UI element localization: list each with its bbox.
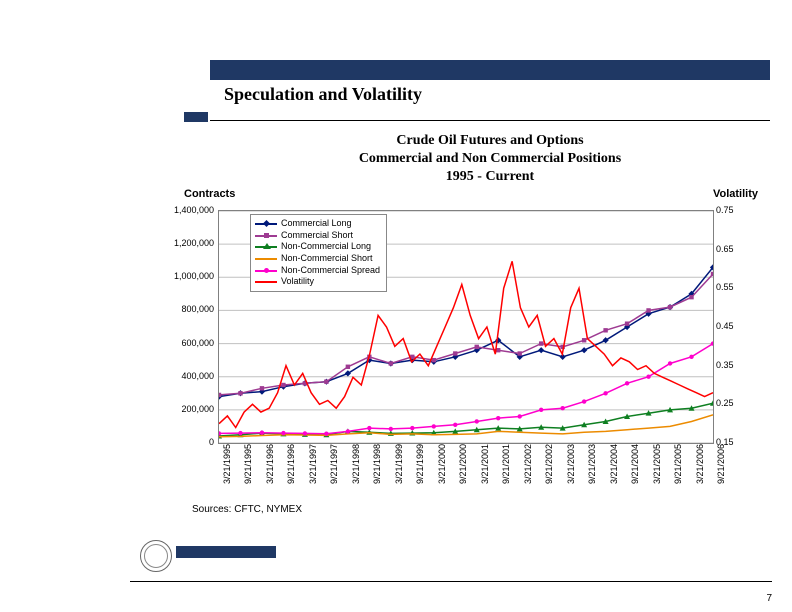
legend-label: Non-Commercial Long (281, 241, 371, 253)
legend-item: Non-Commercial Short (255, 253, 380, 265)
subtitle-block: Crude Oil Futures and Options Commercial… (210, 132, 770, 187)
legend-swatch (255, 231, 277, 241)
y-left-tick: 600,000 (164, 338, 214, 348)
x-tick: 9/21/1996 (286, 444, 296, 500)
y-left-tick: 1,000,000 (164, 271, 214, 281)
x-tick: 3/21/1996 (265, 444, 275, 500)
x-tick: 3/21/1999 (394, 444, 404, 500)
x-tick: 9/21/2000 (458, 444, 468, 500)
legend: Commercial LongCommercial ShortNon-Comme… (250, 214, 387, 292)
footer-rule (130, 581, 772, 582)
y-left-tick: 1,400,000 (164, 205, 214, 215)
x-tick: 9/21/1997 (329, 444, 339, 500)
legend-swatch (255, 254, 277, 264)
legend-item: Non-Commercial Spread (255, 265, 380, 277)
title-bar (210, 60, 770, 80)
legend-swatch (255, 242, 277, 252)
x-tick: 9/21/1999 (415, 444, 425, 500)
chart-container: Contracts Volatility Commercial LongComm… (160, 188, 760, 508)
y-left-tick: 200,000 (164, 404, 214, 414)
x-tick: 3/21/1998 (351, 444, 361, 500)
legend-item: Volatility (255, 276, 380, 288)
page-number: 7 (766, 593, 772, 604)
legend-label: Commercial Long (281, 218, 352, 230)
x-tick: 9/21/2004 (630, 444, 640, 500)
y-left-tick: 800,000 (164, 304, 214, 314)
x-tick: 9/21/2005 (673, 444, 683, 500)
x-tick: 9/21/2003 (587, 444, 597, 500)
legend-item: Non-Commercial Long (255, 241, 380, 253)
legend-swatch (255, 266, 277, 276)
y-right-tick: 0.35 (716, 360, 756, 370)
y-right-tick: 0.75 (716, 205, 756, 215)
legend-item: Commercial Long (255, 218, 380, 230)
x-tick: 3/21/2006 (695, 444, 705, 500)
x-tick: 3/21/1995 (222, 444, 232, 500)
x-tick: 9/21/1995 (243, 444, 253, 500)
legend-swatch (255, 219, 277, 229)
y-axis-left-title: Contracts (184, 188, 235, 200)
legend-label: Commercial Short (281, 230, 353, 242)
x-tick: 3/21/2001 (480, 444, 490, 500)
title-side-box (184, 112, 208, 122)
x-tick: 3/21/1997 (308, 444, 318, 500)
sources-label: Sources: CFTC, NYMEX (192, 504, 302, 515)
x-tick: 9/21/2001 (501, 444, 511, 500)
legend-item: Commercial Short (255, 230, 380, 242)
y-right-tick: 0.45 (716, 321, 756, 331)
y-right-tick: 0.25 (716, 398, 756, 408)
slide: Speculation and Volatility Crude Oil Fut… (0, 0, 792, 612)
x-tick: 9/21/2006 (716, 444, 726, 500)
y-left-tick: 400,000 (164, 371, 214, 381)
y-left-tick: 0 (164, 437, 214, 447)
x-tick: 3/21/2000 (437, 444, 447, 500)
subtitle-line-1: Crude Oil Futures and Options (210, 132, 770, 150)
x-tick: 3/21/2005 (652, 444, 662, 500)
seal-icon (140, 540, 172, 572)
page-title: Speculation and Volatility (224, 84, 422, 105)
subtitle-line-3: 1995 - Current (210, 168, 770, 186)
subtitle-line-2: Commercial and Non Commercial Positions (210, 150, 770, 168)
x-tick: 9/21/1998 (372, 444, 382, 500)
y-left-tick: 1,200,000 (164, 238, 214, 248)
legend-label: Non-Commercial Short (281, 253, 373, 265)
legend-label: Non-Commercial Spread (281, 265, 380, 277)
x-tick: 3/21/2003 (566, 444, 576, 500)
x-tick: 3/21/2004 (609, 444, 619, 500)
title-rule (210, 120, 770, 121)
y-right-tick: 0.55 (716, 282, 756, 292)
y-right-tick: 0.65 (716, 244, 756, 254)
legend-label: Volatility (281, 276, 314, 288)
footer-bar (176, 546, 276, 558)
x-tick: 3/21/2002 (523, 444, 533, 500)
x-tick: 9/21/2002 (544, 444, 554, 500)
legend-swatch (255, 277, 277, 287)
y-axis-right-title: Volatility (713, 188, 758, 200)
